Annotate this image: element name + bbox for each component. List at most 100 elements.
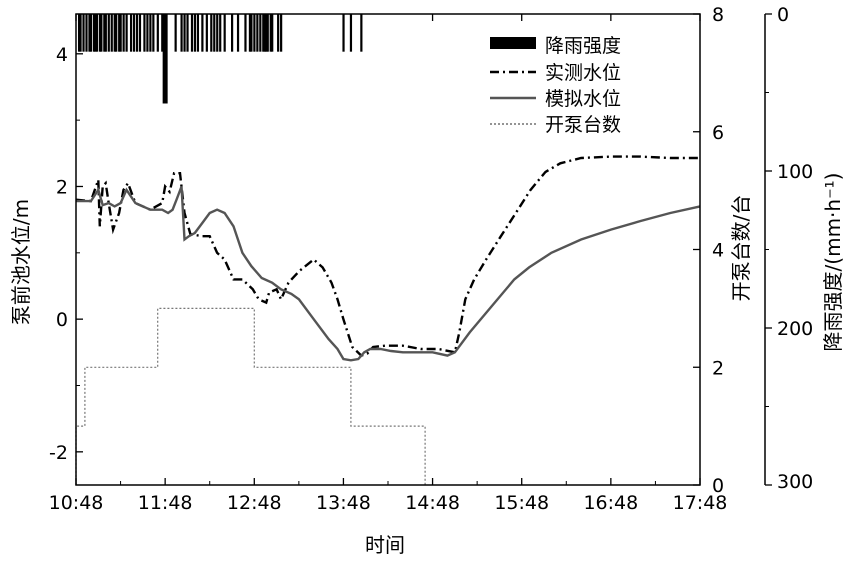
axis-titles: 时间 泵前池水位/m 开泵台数/台 降雨强度/(mm·h⁻¹)	[9, 173, 845, 557]
rain-bar	[88, 14, 91, 52]
rain-bar	[265, 14, 268, 52]
rain-bar	[92, 14, 96, 52]
rain-bar	[98, 14, 101, 52]
rain-bar	[201, 14, 204, 52]
x-tick-label: 14:48	[405, 492, 460, 514]
rain-bar	[103, 14, 106, 52]
rain-bar	[250, 14, 253, 52]
y-left-tick-label: -2	[49, 442, 68, 464]
rain-bar	[219, 14, 222, 52]
rain-bar	[85, 14, 88, 52]
rain-bar	[161, 14, 164, 52]
rain-bar	[244, 14, 247, 52]
axes: 10:48 11:48 12:48 13:48 14:48 15:48 16:48 17:48…	[49, 4, 814, 514]
rain-bar	[253, 14, 256, 52]
rain-bar	[132, 14, 136, 52]
y-axis-rain-title: 降雨强度/(mm·h⁻¹)	[821, 173, 845, 352]
rain-bar	[263, 14, 266, 52]
x-tick-label: 16:48	[583, 492, 638, 514]
plot-area	[76, 14, 700, 485]
rainfall-bars	[77, 14, 363, 104]
rain-bar	[223, 14, 226, 52]
x-tick-label: 15:48	[494, 492, 549, 514]
rain-bar	[149, 14, 152, 52]
rain-bar	[248, 14, 252, 52]
y-pumps-tick-label: 4	[712, 240, 724, 262]
rain-bar	[119, 14, 122, 52]
rain-bar	[77, 14, 81, 52]
y-pumps-tick-label: 6	[712, 122, 724, 144]
rain-bar	[174, 14, 177, 52]
rain-bar	[280, 14, 283, 52]
rain-bar	[156, 14, 159, 52]
x-tick-label: 10:48	[49, 492, 104, 514]
rain-bar	[125, 14, 128, 52]
rain-bar	[95, 14, 98, 52]
rain-bar	[259, 14, 262, 52]
rain-bar	[360, 14, 363, 52]
rain-bar	[135, 14, 139, 52]
rain-bar	[205, 14, 208, 52]
rain-bar	[152, 14, 155, 52]
series-lines	[75, 155, 701, 485]
rain-bar	[216, 14, 219, 52]
x-tick-label: 13:48	[316, 492, 371, 514]
rain-bar	[107, 14, 110, 52]
rain-bar	[269, 14, 272, 52]
y-rain-tick-label: 300	[777, 471, 813, 493]
y-left-tick-label: 0	[56, 309, 68, 331]
x-axis-title: 时间	[365, 533, 405, 557]
rain-bar-peak	[162, 14, 168, 104]
y-rain-tick-label: 0	[777, 4, 789, 26]
rain-bar	[236, 14, 240, 52]
rain-bar	[129, 14, 133, 52]
rain-bar	[193, 14, 197, 52]
rain-bar	[231, 14, 234, 52]
y-pumps-tick-label: 2	[712, 357, 724, 379]
rain-bar	[104, 14, 107, 52]
rain-bar	[100, 14, 103, 52]
rain-bar	[82, 14, 85, 52]
y-pumps-tick-label: 0	[712, 475, 724, 497]
legend: 降雨强度 实测水位 模拟水位 开泵台数	[490, 35, 621, 136]
rain-bar	[180, 14, 183, 52]
rain-bar	[342, 14, 345, 52]
rain-bar	[122, 14, 125, 52]
series-line	[75, 155, 700, 357]
rain-bar	[146, 14, 149, 52]
rain-bar	[266, 14, 269, 52]
rain-bar	[256, 14, 259, 52]
y-left-tick-label: 4	[56, 44, 68, 66]
legend-label-simulated: 模拟水位	[545, 88, 621, 110]
x-tick-label: 11:48	[138, 492, 193, 514]
rain-bar	[196, 14, 200, 52]
legend-label-measured: 实测水位	[545, 62, 621, 84]
y-pumps-tick-label: 8	[712, 4, 724, 26]
series-line	[75, 307, 426, 485]
rain-bar	[213, 14, 216, 52]
legend-label-pumps: 开泵台数	[545, 114, 621, 136]
series-line	[76, 186, 701, 362]
y-axis-pumps-title: 开泵台数/台	[729, 195, 753, 302]
legend-swatch-rain	[490, 37, 536, 49]
rain-bar	[183, 14, 186, 52]
y-rain-tick-label: 200	[777, 318, 813, 340]
rain-bar	[262, 14, 265, 52]
x-tick-label: 17:48	[673, 492, 728, 514]
rain-bar	[138, 14, 142, 52]
rain-bar	[190, 14, 194, 52]
rain-bar	[143, 14, 146, 52]
rain-bar	[110, 14, 113, 52]
rain-bar	[79, 14, 82, 52]
plot-background	[76, 14, 700, 485]
y-rain-tick-label: 100	[777, 161, 813, 183]
rain-bar	[118, 14, 121, 52]
rain-bar	[277, 14, 280, 52]
rain-bar	[94, 14, 97, 52]
rain-bar	[186, 14, 189, 52]
y-left-tick-label: 2	[56, 176, 68, 198]
legend-label-rain: 降雨强度	[545, 35, 621, 57]
rain-bar	[271, 14, 274, 52]
rain-bar	[89, 14, 93, 52]
